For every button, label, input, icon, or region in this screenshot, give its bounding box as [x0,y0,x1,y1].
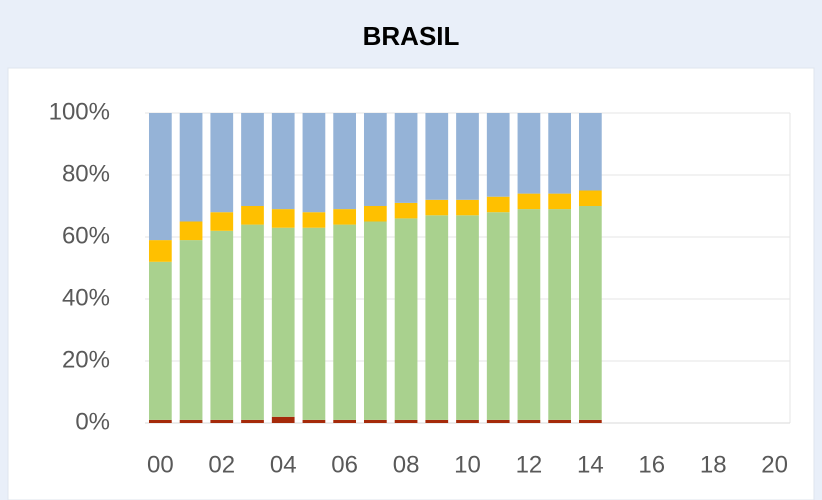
bar-segment [271,113,295,210]
bar-segment [210,212,234,231]
bar-segment [486,196,510,213]
bar-segment [548,113,572,194]
header-band [0,0,822,68]
bar-segment [394,202,418,219]
bar-segment [241,419,264,423]
bar-segment [394,419,418,423]
bar-segment [425,419,449,423]
bar-segment [271,227,295,417]
bar-segment [486,113,510,197]
bar-segment [548,209,572,420]
bar-segment [210,113,234,213]
bar-segment [578,206,602,420]
y-tick-label: 80% [62,160,110,187]
bar-segment [486,212,510,420]
bar-segment [578,419,602,423]
bar-segment [394,218,418,420]
bar-segment [302,227,326,420]
bar-segment [456,215,479,420]
bar-segment [179,419,203,423]
bar-segment [517,113,541,194]
x-tick-label: 06 [331,451,358,478]
bar-segment [425,215,449,420]
bar-segment [333,209,357,225]
bar-segment [425,113,449,200]
y-tick-label: 100% [49,98,110,125]
bar-segment [517,209,541,420]
bar-segment [179,240,203,420]
x-tick-label: 20 [761,451,788,478]
bar-segment [548,193,572,210]
bar-segment [425,199,449,216]
x-tick-label: 00 [147,451,174,478]
bar-segment [271,209,295,228]
y-tick-label: 20% [62,346,110,373]
bar-segment [456,419,479,423]
bar-segment [148,261,172,420]
bar-segment [302,212,326,228]
bar-segment [241,224,264,420]
bar-segment [241,113,264,206]
x-tick-label: 12 [516,451,543,478]
bar-segment [363,221,387,420]
bar-segment [179,221,203,241]
chart-title: BRASIL [363,21,460,51]
bar-segment [333,224,357,420]
y-tick-label: 0% [75,408,110,435]
bar-segment [517,419,541,423]
x-tick-label: 10 [454,451,481,478]
bar-segment [578,190,602,206]
bar-segment [302,419,326,423]
bar-segment [394,113,418,203]
x-tick-label: 08 [393,451,420,478]
bar-segment [148,419,172,423]
bar-segment [302,113,326,213]
bar-segment [333,113,357,210]
bar-segment [363,113,387,206]
bar-segment [456,199,479,216]
bar-segment [179,113,203,222]
y-tick-label: 60% [62,222,110,249]
x-tick-label: 18 [700,451,727,478]
x-tick-label: 04 [270,451,297,478]
bar-segment [517,193,541,210]
bar-segment [486,419,510,423]
bar-segment [363,206,387,222]
bar-segment [210,419,234,423]
bar-segment [148,240,172,262]
x-tick-label: 16 [638,451,665,478]
y-tick-label: 40% [62,284,110,311]
bar-segment [578,113,602,191]
x-tick-label: 14 [577,451,604,478]
bar-segment [210,230,234,420]
bar-segment [271,416,295,423]
bar-segment [148,113,172,241]
bar-segment [333,419,357,423]
bar-segment [241,206,264,225]
x-tick-label: 02 [208,451,235,478]
bar-segment [363,419,387,423]
bar-segment [456,113,479,200]
bar-segment [548,419,572,423]
